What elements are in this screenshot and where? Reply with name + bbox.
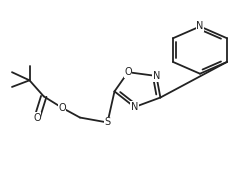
Text: S: S xyxy=(104,118,110,127)
Text: N: N xyxy=(131,102,138,112)
Text: O: O xyxy=(33,113,41,123)
Text: O: O xyxy=(58,103,66,113)
Text: N: N xyxy=(153,71,160,81)
Text: N: N xyxy=(196,22,204,31)
Text: O: O xyxy=(124,67,132,77)
